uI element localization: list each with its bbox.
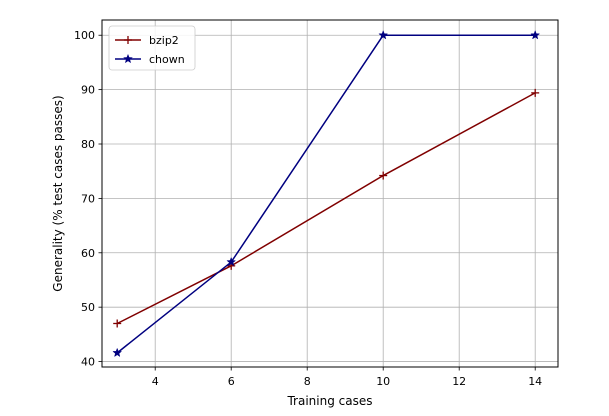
series-line-chown [116,34,536,354]
x-tick-label: 14 [528,375,542,388]
legend-label-chown: chown [149,53,185,66]
x-tick-label: 4 [152,375,159,388]
data-point-bzip2 [113,319,122,328]
data-point-chown [112,347,123,358]
x-tick-label: 8 [304,375,311,388]
plot-frame [101,19,559,368]
data-point-chown [530,30,541,40]
data-point-chown [378,30,389,40]
y-tick-label: 40 [81,356,95,369]
data-point-bzip2 [379,171,388,180]
x-tick-label: 6 [228,375,235,388]
x-tick-label: 10 [376,375,390,388]
y-tick-label: 50 [81,301,95,314]
y-tick-label: 90 [81,84,95,97]
y-tick-label: 60 [81,247,95,260]
axis-ticks: 4 6 8 10 12 14 40 50 60 70 80 90 100 [74,29,542,388]
series-line-bzip2 [116,92,536,325]
legend: bzip2 chown [108,25,196,71]
data-point-chown [226,256,237,267]
series-layer [112,30,541,358]
data-point-bzip2 [531,88,540,97]
y-tick-label: 70 [81,192,95,205]
legend-label-bzip2: bzip2 [149,34,179,47]
y-axis-label: Generality (% test cases passes) [51,95,65,291]
x-tick-label: 12 [452,375,466,388]
y-tick-label: 100 [74,29,95,42]
x-axis-label: Training cases [286,394,372,408]
legend-marker-chown [123,53,133,64]
y-tick-label: 80 [81,138,95,151]
legend-marker-bzip2 [124,36,132,44]
